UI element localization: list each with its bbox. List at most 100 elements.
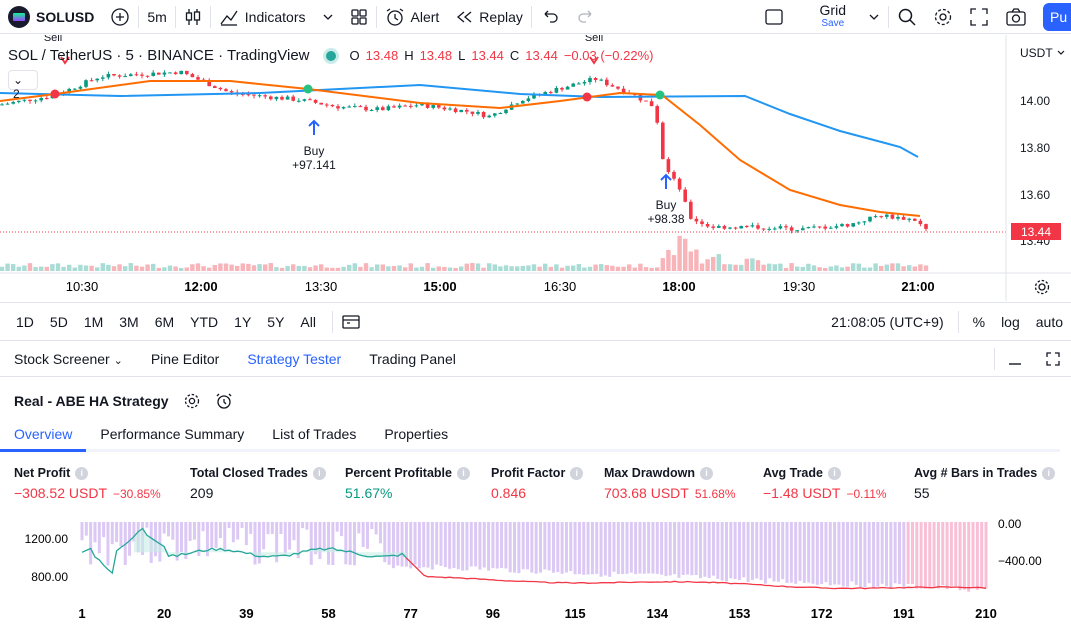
range-5d[interactable]: 5D — [49, 313, 68, 330]
snapshot-button[interactable] — [997, 0, 1035, 34]
drawdown-bar — [500, 522, 504, 568]
info-icon[interactable]: i — [827, 466, 841, 480]
drawdown-bar — [651, 522, 655, 574]
buy-signal-label: Buy — [656, 198, 677, 212]
info-icon[interactable]: i — [1042, 466, 1056, 480]
interval-button[interactable]: 5m — [139, 0, 174, 34]
indicator-templates-button[interactable] — [314, 0, 342, 34]
auto-scale-toggle[interactable]: auto — [1035, 313, 1063, 330]
info-icon[interactable]: i — [75, 466, 89, 480]
range-6m[interactable]: 6M — [154, 313, 175, 330]
volume-bar — [873, 263, 878, 271]
range-1d[interactable]: 1D — [16, 313, 34, 330]
equity-x-tick: 115 — [565, 606, 586, 621]
equity-x-tick: 96 — [486, 606, 500, 621]
range-1y[interactable]: 1Y — [234, 313, 252, 330]
drawdown-bar — [521, 522, 525, 570]
subtab-performance-summary[interactable]: Performance Summary — [100, 426, 245, 442]
tab-trading-panel[interactable]: Trading Panel — [369, 350, 456, 367]
price-chart-canvas[interactable]: Sell Buy +97.141 Sell Buy +98.38 USDT 14… — [0, 32, 1071, 301]
candle-body — [896, 216, 900, 219]
minimize-panel-icon[interactable] — [995, 349, 1035, 369]
equity-chart[interactable]: 1200.00 800.00 0.00 −400.00 1 20 39 58 77 96 1… — [0, 515, 1071, 624]
volume-bar — [699, 263, 705, 271]
volume-bar — [671, 255, 677, 271]
price-tick: 13.80 — [1020, 141, 1050, 155]
indicators-button[interactable]: Indicators — [211, 0, 314, 34]
drawdown-bar — [538, 522, 542, 573]
indicators-collapse-toggle[interactable]: ⌄ 2 — [8, 70, 38, 101]
range-1m[interactable]: 1M — [83, 313, 104, 330]
subtab-list-of-trades[interactable]: List of Trades — [272, 426, 357, 442]
indicators-icon — [220, 10, 238, 26]
fullscreen-button[interactable] — [961, 0, 997, 34]
volume-bar — [711, 257, 716, 271]
fullscreen-chart-toggle[interactable] — [756, 0, 792, 34]
equity-chart-canvas[interactable]: 1200.00 800.00 0.00 −400.00 1 20 39 58 77 96 1… — [0, 515, 1071, 624]
volume-bars — [0, 235, 929, 271]
volume-bar — [582, 267, 587, 271]
log-scale-toggle[interactable]: log — [1001, 313, 1020, 330]
drawdown-bar — [707, 522, 711, 579]
publish-button[interactable]: Pu — [1043, 3, 1071, 31]
undo-button[interactable] — [532, 0, 568, 34]
drawdown-bar — [820, 522, 824, 584]
drawdown-bar — [115, 522, 119, 543]
alarm-clock-plus-icon[interactable] — [215, 392, 235, 410]
tab-strategy-tester[interactable]: Strategy Tester — [247, 350, 342, 367]
info-icon[interactable]: i — [312, 466, 326, 480]
candle-body — [901, 216, 906, 220]
candle-body — [375, 107, 379, 110]
subtab-properties[interactable]: Properties — [384, 426, 449, 442]
volume-bar — [431, 267, 436, 271]
candle-body — [386, 106, 391, 111]
main-chart[interactable]: Sell Buy +97.141 Sell Buy +98.38 USDT 14… — [0, 32, 1071, 301]
layouts-button[interactable] — [342, 0, 376, 34]
volume-bar — [879, 265, 884, 271]
candle-body — [705, 224, 710, 227]
candle-body — [689, 201, 693, 219]
chart-type-button[interactable] — [176, 0, 210, 34]
drawdown-bar — [936, 522, 940, 589]
candle-body — [549, 92, 553, 94]
compare-symbol-button[interactable] — [102, 0, 138, 34]
date-range-icon[interactable] — [341, 313, 361, 331]
time-tick: 21:00 — [901, 279, 934, 294]
tab-pine-editor[interactable]: Pine Editor — [150, 350, 220, 367]
currency-label[interactable]: USDT — [1020, 46, 1053, 60]
layout-name-button[interactable]: Grid Save — [812, 0, 888, 34]
drawdown-bar — [318, 522, 322, 560]
drawdown-bar — [798, 522, 802, 581]
info-icon[interactable]: i — [456, 466, 470, 480]
subtab-overview[interactable]: Overview — [0, 424, 87, 452]
symbol-search-button[interactable]: SOLUSD — [0, 0, 102, 34]
candle-body — [498, 113, 503, 115]
drawdown-bar — [789, 522, 793, 583]
quick-search-button[interactable] — [889, 0, 925, 34]
legend-title[interactable]: SOL / TetherUS · 5 · BINANCE · TradingVi… — [8, 47, 310, 64]
redo-button[interactable] — [568, 0, 604, 34]
range-ytd[interactable]: YTD — [190, 313, 219, 330]
alert-button[interactable]: Alert — [377, 0, 448, 34]
maximize-panel-icon[interactable] — [1035, 349, 1071, 369]
settings-button[interactable] — [925, 0, 961, 34]
timezone-clock[interactable]: 21:08:05 (UTC+9) — [831, 313, 944, 330]
gear-icon[interactable] — [183, 392, 201, 410]
info-icon[interactable]: i — [700, 466, 713, 480]
tab-stock-screener[interactable]: Stock Screener ⌄ — [0, 351, 137, 367]
replay-button[interactable]: Replay — [447, 0, 531, 34]
candle-body — [829, 227, 833, 229]
chart-settings-gear-icon[interactable] — [1034, 279, 1050, 295]
info-icon[interactable]: i — [570, 466, 584, 480]
range-5y[interactable]: 5Y — [267, 313, 285, 330]
candle-body — [728, 227, 732, 229]
candle-body — [179, 70, 183, 75]
candle-body — [862, 221, 867, 223]
range-all[interactable]: All — [300, 313, 316, 330]
drawdown-bar — [335, 522, 339, 532]
percent-scale-toggle[interactable]: % — [972, 313, 986, 330]
candle-body — [420, 103, 424, 106]
range-3m[interactable]: 3M — [119, 313, 139, 330]
volume-bar — [655, 267, 660, 271]
drawdown-bar — [681, 522, 685, 575]
